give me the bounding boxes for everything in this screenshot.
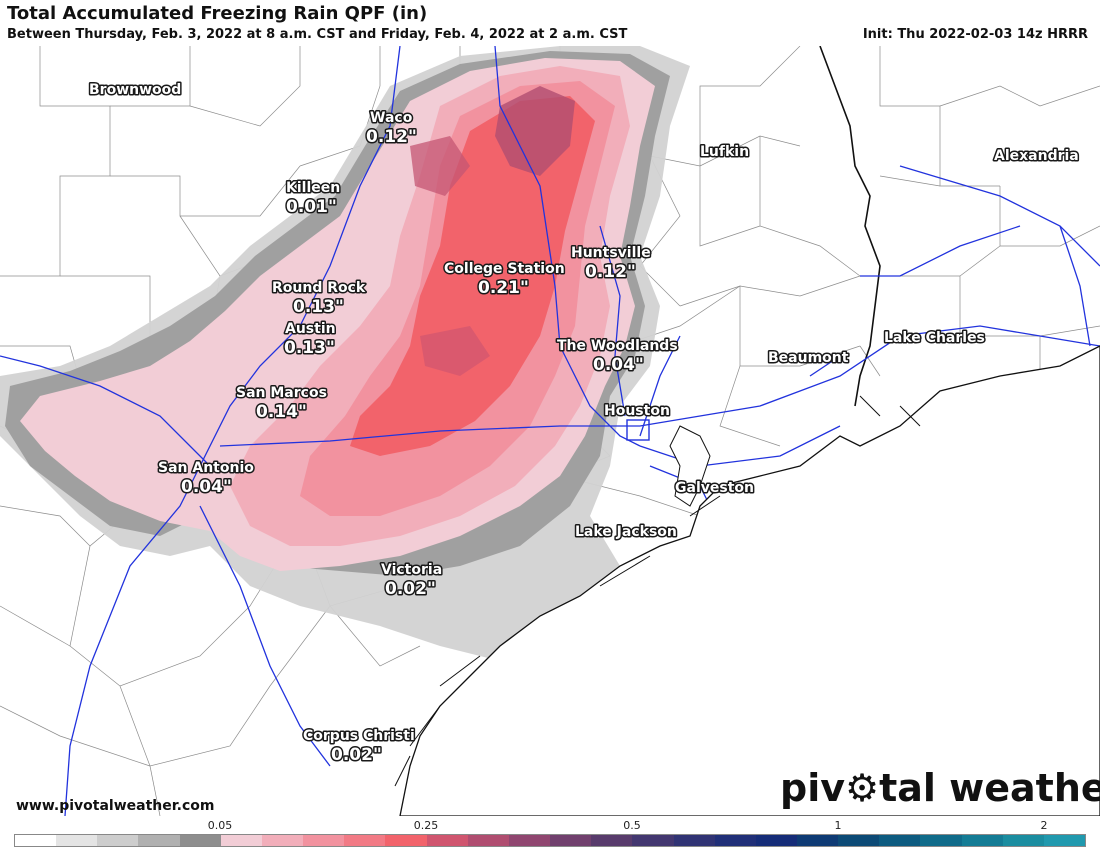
city-lake-charles[interactable]: Lake Charles [883,329,987,348]
legend-swatch [673,835,715,846]
city-lake-jackson[interactable]: Lake Jackson [574,523,679,542]
legend-swatch [303,835,345,846]
city-lufkin[interactable]: Lufkin [699,143,751,162]
valid-period: Between Thursday, Feb. 3, 2022 at 8 a.m.… [7,27,628,42]
legend-swatch [220,835,262,846]
amount-round-rock: 0.13" [293,297,344,317]
legend-swatch [97,835,139,846]
city-corpus-christi[interactable]: Corpus Christi [302,727,417,746]
legend-swatch [1002,835,1044,846]
galveston-bay [669,425,711,507]
city-san-antonio[interactable]: San Antonio [157,459,256,478]
coast-barrier-islands [394,395,921,787]
amount-waco: 0.12" [366,127,417,147]
legend-swatch [920,835,962,846]
legend-swatch [591,835,633,846]
city-huntsville[interactable]: Huntsville [570,244,653,263]
amount-huntsville: 0.12" [585,262,636,282]
city-college-station[interactable]: College Station [443,260,567,279]
legend-color-bar [14,834,1086,847]
logo-text-b: tal weather [879,766,1100,810]
legend-swatch [261,835,304,846]
color-legend: 0.05 0.25 0.5 1 2 [14,818,1086,850]
legend-swatch [467,835,509,846]
amount-corpus-christi: 0.02" [331,745,382,765]
amount-san-marcos: 0.14" [256,402,307,422]
freezing-rain-max-2 [410,136,470,196]
amount-san-antonio: 0.04" [181,477,232,497]
legend-swatch [15,835,57,846]
city-houston[interactable]: Houston [603,402,672,421]
map-area[interactable]: Brownwood Waco 0.12" Killeen 0.01" Lufki… [0,46,1100,816]
state-boundary [819,46,881,407]
website-link[interactable]: www.pivotalweather.com [16,798,215,814]
legend-swatch [755,835,797,846]
legend-tick-0: 0.05 [207,819,233,832]
gulf-of-mexico [399,345,1100,816]
city-killeen[interactable]: Killeen [285,179,342,198]
legend-tick-3: 1 [834,819,842,832]
amount-victoria: 0.02" [385,579,436,599]
legend-tick-1: 0.25 [413,819,439,832]
map-header: Total Accumulated Freezing Rain QPF (in)… [0,0,1100,46]
legend-swatch [879,835,921,846]
amount-killeen: 0.01" [286,197,337,217]
legend-tick-labels: 0.05 0.25 0.5 1 2 [14,818,1086,834]
city-galveston[interactable]: Galveston [674,479,756,498]
city-austin[interactable]: Austin [284,320,338,339]
legend-swatch [714,835,756,846]
amount-college-station: 0.21" [478,278,529,298]
logo-text-a: piv [780,766,845,810]
legend-swatch [179,835,221,846]
model-init: Init: Thu 2022-02-03 14z HRRR [862,27,1088,42]
amount-the-woodlands: 0.04" [593,355,644,375]
legend-swatch [961,835,1003,846]
legend-tick-4: 2 [1040,819,1048,832]
legend-swatch [550,835,592,846]
pivotal-weather-logo: piv⚙tal weather [780,766,1100,810]
legend-swatch [632,835,674,846]
legend-swatch [385,835,427,846]
city-alexandria[interactable]: Alexandria [993,147,1081,166]
freezing-rain-max [495,86,575,176]
legend-swatch [796,835,839,846]
city-waco[interactable]: Waco [369,109,415,128]
legend-swatch [838,835,880,846]
houston-loop [626,419,650,441]
legend-swatch [1043,835,1086,846]
legend-swatch [344,835,386,846]
amount-austin: 0.13" [284,338,335,358]
city-san-marcos[interactable]: San Marcos [235,384,329,403]
freezing-rain-max-3 [420,326,490,376]
legend-tick-2: 0.5 [623,819,641,832]
freezing-rain-red [350,96,595,456]
city-victoria[interactable]: Victoria [380,561,444,580]
city-labels: Brownwood Waco 0.12" Killeen 0.01" Lufki… [88,81,1081,767]
legend-swatch [138,835,180,846]
legend-swatch [426,835,468,846]
legend-swatch [508,835,551,846]
city-round-rock[interactable]: Round Rock [271,279,368,298]
map-title: Total Accumulated Freezing Rain QPF (in) [7,3,428,24]
city-the-woodlands[interactable]: The Woodlands [556,337,680,356]
legend-swatch [56,835,98,846]
city-beaumont[interactable]: Beaumont [767,349,851,368]
gear-icon: ⚙ [845,766,880,810]
city-brownwood[interactable]: Brownwood [88,81,183,100]
